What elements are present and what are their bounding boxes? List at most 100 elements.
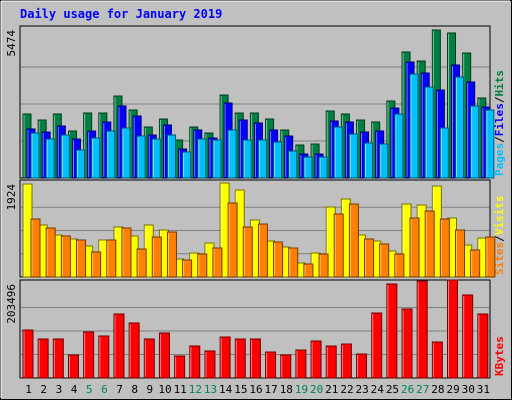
bar-kbytes-18 bbox=[280, 354, 292, 379]
bar-kbytes-7 bbox=[113, 313, 125, 379]
bar-pages-7 bbox=[121, 127, 131, 179]
legend-part-kbytes-0: KBytes bbox=[493, 336, 506, 376]
day-label-20: 20 bbox=[310, 383, 323, 396]
day-label-9: 9 bbox=[147, 383, 154, 396]
bar-sites-17 bbox=[273, 241, 284, 278]
bar-pages-15 bbox=[242, 139, 252, 179]
bar-pages-30 bbox=[470, 105, 480, 179]
legend-label-kbytes: KBytes bbox=[493, 336, 506, 376]
bar-sites-12 bbox=[197, 253, 208, 278]
bar-kbytes-8 bbox=[128, 322, 140, 379]
bar-pages-23 bbox=[364, 142, 374, 179]
bar-kbytes-20 bbox=[310, 340, 322, 379]
day-label-1: 1 bbox=[25, 383, 32, 396]
day-label-3: 3 bbox=[56, 383, 63, 396]
bar-pages-3 bbox=[60, 134, 70, 179]
bar-pages-31 bbox=[485, 109, 495, 179]
bar-sites-15 bbox=[242, 226, 253, 278]
bar-sites-11 bbox=[182, 259, 193, 278]
bar-kbytes-1 bbox=[22, 329, 34, 379]
bar-kbytes-24 bbox=[371, 312, 383, 379]
day-label-2: 2 bbox=[40, 383, 47, 396]
bar-pages-20 bbox=[318, 156, 328, 179]
bar-sites-13 bbox=[212, 247, 223, 278]
legend-label-hits-files-pages: Pages/Files/Hits bbox=[493, 70, 506, 176]
day-label-28: 28 bbox=[431, 383, 444, 396]
bar-sites-31 bbox=[485, 236, 496, 278]
bar-sites-22 bbox=[348, 203, 359, 278]
bar-sites-10 bbox=[166, 231, 177, 278]
day-label-8: 8 bbox=[131, 383, 138, 396]
bar-kbytes-29 bbox=[447, 279, 459, 379]
bar-kbytes-2 bbox=[37, 338, 49, 379]
bar-pages-13 bbox=[212, 139, 222, 179]
bar-pages-18 bbox=[288, 150, 298, 179]
bar-pages-14 bbox=[227, 129, 237, 179]
bar-kbytes-30 bbox=[462, 294, 474, 379]
bar-kbytes-12 bbox=[189, 345, 201, 379]
bar-pages-21 bbox=[333, 126, 343, 179]
bar-sites-4 bbox=[75, 239, 86, 278]
day-label-26: 26 bbox=[401, 383, 414, 396]
day-label-23: 23 bbox=[356, 383, 369, 396]
bar-pages-9 bbox=[151, 138, 161, 179]
day-label-16: 16 bbox=[249, 383, 262, 396]
bar-kbytes-15 bbox=[234, 338, 246, 379]
legend-part-visits-sites-0: Sites bbox=[493, 242, 506, 275]
bar-pages-24 bbox=[379, 143, 389, 179]
bar-sites-7 bbox=[121, 227, 132, 278]
day-label-27: 27 bbox=[416, 383, 429, 396]
legend-part-hits-files-pages-1: / bbox=[493, 136, 506, 143]
bar-pages-27 bbox=[424, 86, 434, 179]
bar-sites-1 bbox=[30, 218, 41, 278]
bar-pages-16 bbox=[257, 139, 267, 179]
bar-sites-3 bbox=[60, 235, 71, 278]
bar-pages-12 bbox=[197, 138, 207, 179]
bar-sites-18 bbox=[288, 247, 299, 278]
bar-pages-22 bbox=[348, 133, 358, 179]
day-label-10: 10 bbox=[158, 383, 171, 396]
bar-kbytes-3 bbox=[52, 338, 64, 379]
legend-part-hits-files-pages-0: Pages bbox=[493, 143, 506, 176]
bar-sites-5 bbox=[91, 251, 102, 278]
day-label-13: 13 bbox=[204, 383, 217, 396]
bar-kbytes-19 bbox=[295, 349, 307, 379]
bar-pages-25 bbox=[394, 113, 404, 179]
bar-kbytes-14 bbox=[219, 336, 231, 379]
bar-pages-5 bbox=[91, 137, 101, 179]
day-label-22: 22 bbox=[340, 383, 353, 396]
bar-kbytes-5 bbox=[83, 331, 95, 379]
bar-sites-30 bbox=[470, 249, 481, 278]
legend-part-hits-files-pages-3: / bbox=[493, 96, 506, 103]
day-label-15: 15 bbox=[234, 383, 247, 396]
day-label-29: 29 bbox=[446, 383, 459, 396]
bar-pages-11 bbox=[182, 151, 192, 179]
bar-kbytes-26 bbox=[401, 308, 413, 379]
bar-pages-6 bbox=[106, 130, 116, 179]
bar-pages-4 bbox=[75, 149, 85, 179]
bar-pages-1 bbox=[30, 132, 40, 179]
bar-pages-8 bbox=[136, 135, 146, 179]
bar-kbytes-25 bbox=[386, 283, 398, 379]
bar-sites-28 bbox=[439, 218, 450, 278]
bar-sites-29 bbox=[455, 229, 466, 278]
legend-part-visits-sites-2: Visits bbox=[493, 196, 506, 236]
ymax-label-hits-files-pages: 5474 bbox=[5, 30, 18, 57]
bar-sites-25 bbox=[394, 253, 405, 278]
bar-sites-26 bbox=[409, 217, 420, 278]
day-label-24: 24 bbox=[371, 383, 385, 396]
ymax-label-visits-sites: 1924 bbox=[5, 184, 18, 211]
bar-kbytes-17 bbox=[265, 351, 277, 379]
day-label-31: 31 bbox=[477, 383, 490, 396]
day-label-12: 12 bbox=[189, 383, 202, 396]
bar-sites-27 bbox=[424, 210, 435, 278]
day-label-30: 30 bbox=[462, 383, 475, 396]
day-label-4: 4 bbox=[71, 383, 78, 396]
legend-label-visits-sites: Sites/Visits bbox=[493, 196, 506, 276]
legend-part-visits-sites-1: / bbox=[493, 235, 506, 242]
bar-sites-23 bbox=[364, 238, 375, 278]
bar-kbytes-10 bbox=[158, 332, 170, 379]
bar-kbytes-13 bbox=[204, 350, 216, 379]
